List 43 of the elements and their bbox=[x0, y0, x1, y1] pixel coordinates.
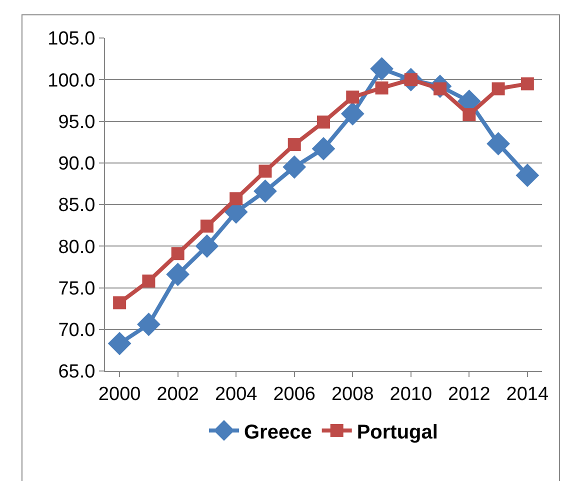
point bbox=[195, 234, 219, 258]
legend-label: Portugal bbox=[356, 421, 438, 444]
point bbox=[230, 192, 243, 206]
point bbox=[282, 155, 306, 179]
y-tick-label: 95.0 bbox=[58, 112, 96, 133]
point bbox=[113, 296, 126, 310]
point bbox=[200, 220, 214, 233]
point bbox=[254, 179, 277, 203]
y-tick-label: 65.0 bbox=[58, 362, 96, 383]
point bbox=[288, 138, 301, 152]
point bbox=[486, 132, 510, 156]
y-tick-label: 100.0 bbox=[48, 70, 96, 92]
y-tick-label: 90.0 bbox=[58, 154, 96, 175]
x-tick-label: 2010 bbox=[390, 384, 432, 405]
point bbox=[317, 116, 330, 129]
point bbox=[520, 77, 534, 90]
point bbox=[346, 90, 360, 104]
point bbox=[492, 82, 505, 96]
point bbox=[166, 262, 190, 286]
point bbox=[171, 247, 184, 260]
point bbox=[516, 164, 540, 188]
legend-label: Greece bbox=[244, 421, 312, 444]
point bbox=[312, 137, 336, 160]
y-tick-label: 105.0 bbox=[48, 28, 96, 50]
point bbox=[137, 312, 160, 336]
x-tick-label: 2014 bbox=[506, 384, 549, 405]
x-tick-label: 2000 bbox=[98, 384, 141, 405]
y-tick-label: 85.0 bbox=[58, 195, 96, 216]
point bbox=[375, 81, 388, 94]
x-tick-label: 2006 bbox=[273, 384, 316, 405]
point bbox=[258, 164, 272, 178]
point bbox=[340, 102, 364, 126]
y-tick-label: 80.0 bbox=[58, 236, 96, 258]
point bbox=[108, 332, 132, 356]
point bbox=[142, 274, 156, 288]
point bbox=[462, 108, 476, 122]
x-tick-label: 2002 bbox=[156, 384, 199, 405]
y-tick-label: 70.0 bbox=[58, 320, 96, 342]
point bbox=[370, 57, 394, 80]
x-tick-label: 2008 bbox=[331, 384, 374, 405]
x-tick-label: 2012 bbox=[448, 384, 490, 405]
x-tick-label: 2004 bbox=[214, 384, 258, 405]
y-tick-label: 75.0 bbox=[58, 278, 96, 300]
